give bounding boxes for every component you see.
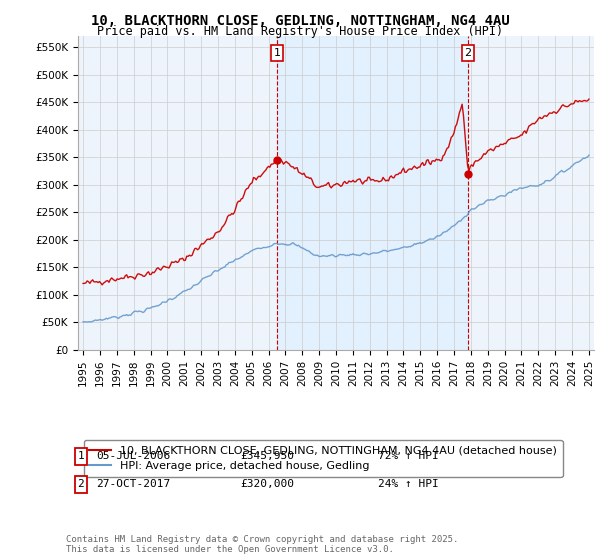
Text: £320,000: £320,000 [240, 479, 294, 489]
Text: 2: 2 [77, 479, 85, 489]
Text: £345,950: £345,950 [240, 451, 294, 461]
Text: 05-JUL-2006: 05-JUL-2006 [96, 451, 170, 461]
Text: 24% ↑ HPI: 24% ↑ HPI [378, 479, 439, 489]
Text: Price paid vs. HM Land Registry's House Price Index (HPI): Price paid vs. HM Land Registry's House … [97, 25, 503, 38]
Legend: 10, BLACKTHORN CLOSE, GEDLING, NOTTINGHAM, NG4 4AU (detached house), HPI: Averag: 10, BLACKTHORN CLOSE, GEDLING, NOTTINGHA… [83, 440, 563, 477]
Text: 10, BLACKTHORN CLOSE, GEDLING, NOTTINGHAM, NG4 4AU: 10, BLACKTHORN CLOSE, GEDLING, NOTTINGHA… [91, 14, 509, 28]
Text: 72% ↑ HPI: 72% ↑ HPI [378, 451, 439, 461]
Text: 2: 2 [464, 48, 472, 58]
Text: 1: 1 [274, 48, 280, 58]
Text: 1: 1 [77, 451, 85, 461]
Text: Contains HM Land Registry data © Crown copyright and database right 2025.
This d: Contains HM Land Registry data © Crown c… [66, 535, 458, 554]
Text: 27-OCT-2017: 27-OCT-2017 [96, 479, 170, 489]
